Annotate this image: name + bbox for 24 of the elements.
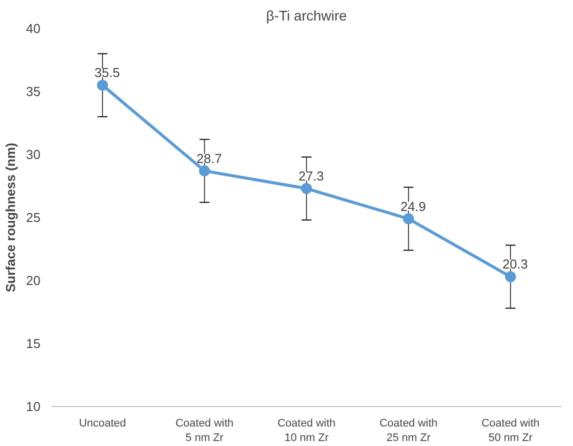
point [403,213,414,224]
data-label: 28.7 [196,150,222,166]
x-tick-label: Coated with 50 nm Zr [481,418,540,444]
y-tick-label: 30 [26,147,41,162]
y-tick-label: 25 [26,210,41,225]
data-label: 24.9 [400,198,426,214]
point [301,183,312,194]
point [199,165,210,176]
x-tick-label: Uncoated [78,418,126,430]
x-tick-label: Coated with 10 nm Zr [277,418,336,444]
point [97,80,108,91]
y-tick-label: 15 [26,336,41,351]
y-axis-title: Surface roughness (nm) [3,142,18,292]
x-tick-label: Coated with 25 nm Zr [379,418,438,444]
chart-title: β-Ti archwire [266,8,348,24]
data-label: 27.3 [298,168,324,184]
y-tick-label: 35 [26,84,41,99]
point [505,271,516,282]
y-tick-label: 10 [26,399,41,414]
data-label: 35.5 [94,65,120,80]
y-tick-label: 20 [26,273,41,288]
x-tick-label: Coated with 5 nm Zr [175,418,234,444]
data-label: 20.3 [502,256,528,272]
y-tick-label: 40 [26,21,41,36]
